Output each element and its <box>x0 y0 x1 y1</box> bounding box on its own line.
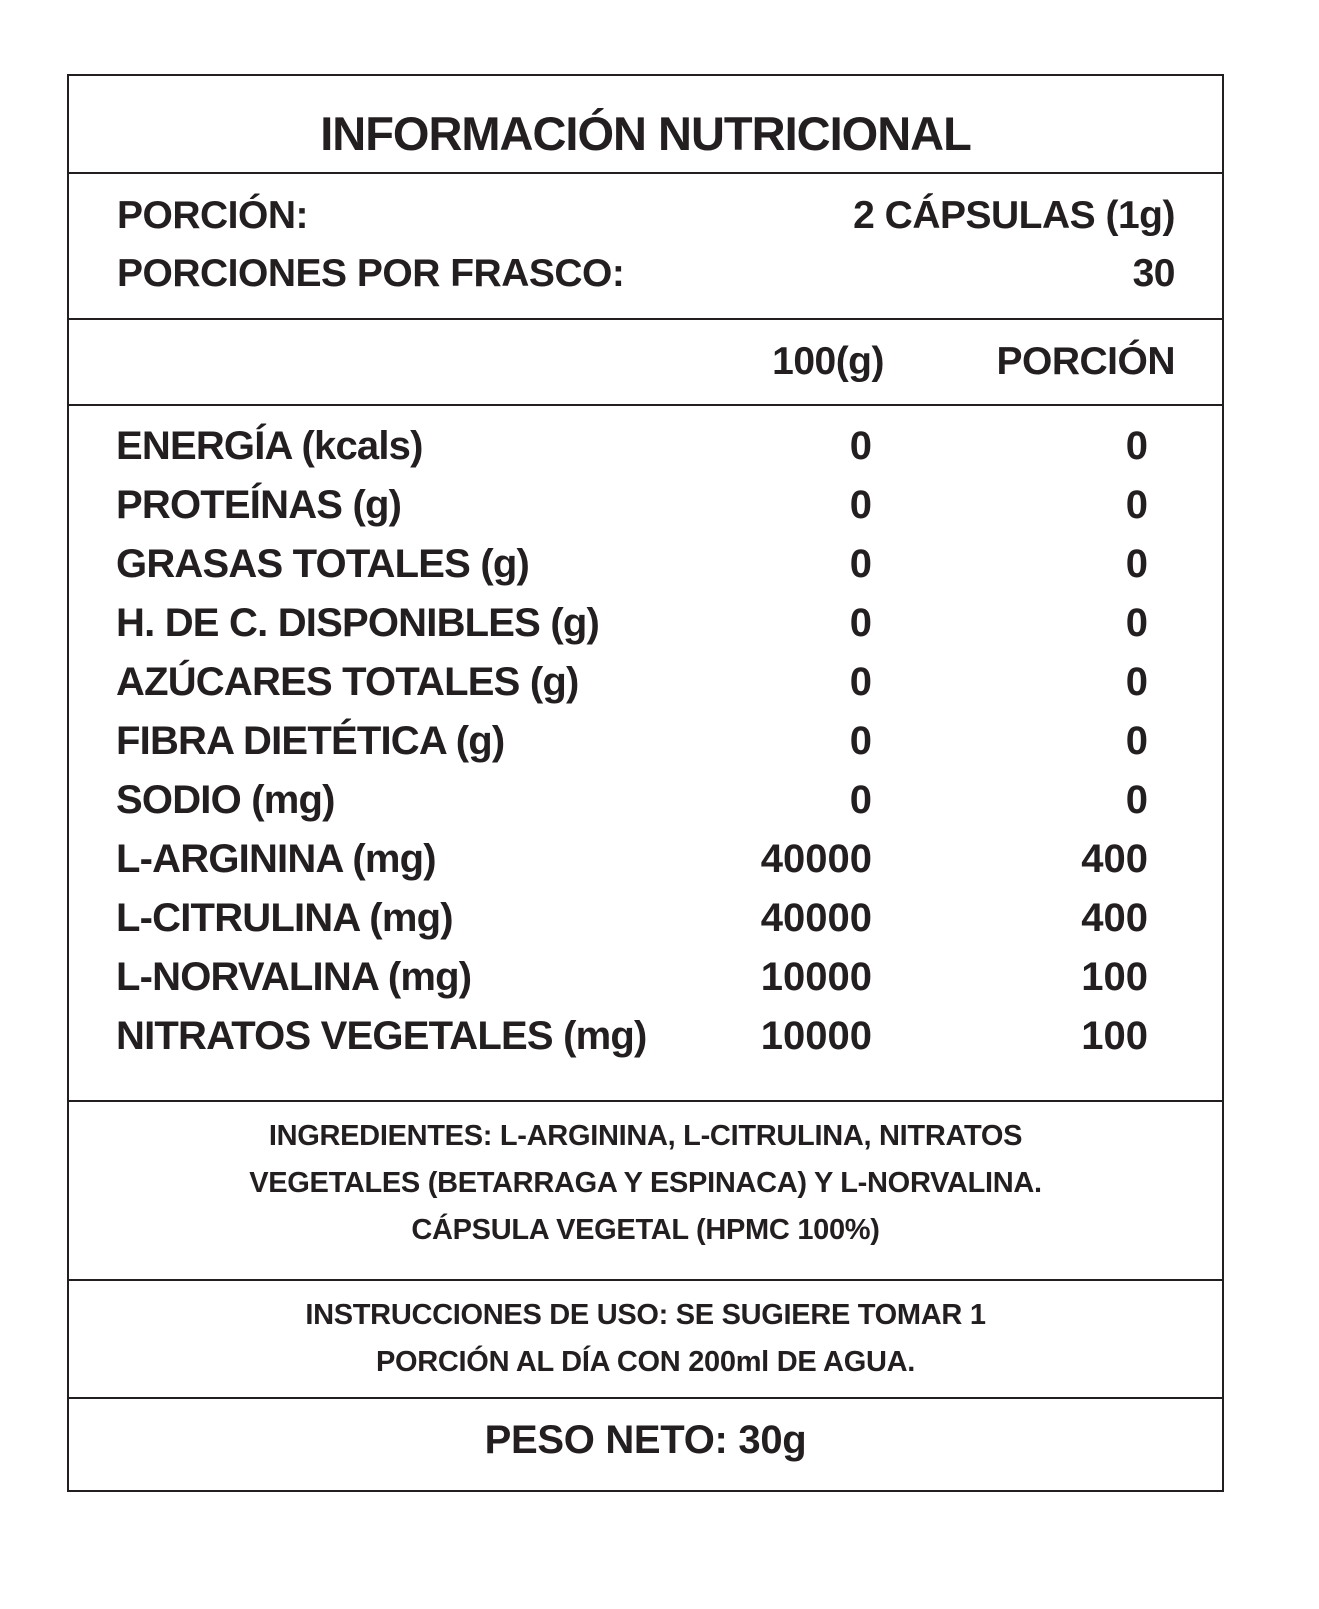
column-header-portion: PORCIÓN <box>996 340 1175 383</box>
nutrient-per-portion: 0 <box>1125 542 1148 586</box>
divider <box>69 318 1222 320</box>
nutrient-row: PROTEÍNAS (g) 0 0 <box>69 483 1222 542</box>
nutrient-per-portion: 0 <box>1125 778 1148 822</box>
divider <box>69 1397 1222 1399</box>
nutrient-row: L-ARGININA (mg) 40000 400 <box>69 837 1222 896</box>
column-header-100g: 100(g) <box>772 340 884 383</box>
nutrient-per-100g: 40000 <box>760 896 872 940</box>
nutrient-row: NITRATOS VEGETALES (mg) 10000 100 <box>69 1014 1222 1073</box>
table-title: INFORMACIÓN NUTRICIONAL <box>320 107 972 160</box>
nutrient-row: GRASAS TOTALES (g) 0 0 <box>69 542 1222 601</box>
nutrient-row: FIBRA DIETÉTICA (g) 0 0 <box>69 719 1222 778</box>
divider <box>69 1100 1222 1102</box>
nutrient-per-portion: 400 <box>1081 896 1148 940</box>
nutrient-per-100g: 0 <box>849 601 872 645</box>
nutrient-per-portion: 100 <box>1081 955 1148 999</box>
servings-value: 30 <box>1132 252 1176 295</box>
nutrient-row: H. DE C. DISPONIBLES (g) 0 0 <box>69 601 1222 660</box>
portion-value: 2 CÁPSULAS (1g) <box>853 194 1175 237</box>
nutrition-facts-table: INFORMACIÓN NUTRICIONAL PORCIÓN: 2 CÁPSU… <box>67 74 1224 1492</box>
nutrient-per-portion: 0 <box>1125 719 1148 763</box>
nutrient-per-100g: 10000 <box>760 1014 872 1058</box>
nutrient-per-100g: 0 <box>849 778 872 822</box>
nutrient-per-100g: 0 <box>849 483 872 527</box>
nutrient-per-100g: 0 <box>849 660 872 704</box>
nutrient-name: H. DE C. DISPONIBLES (g) <box>116 601 600 645</box>
nutrient-per-portion: 0 <box>1125 424 1148 468</box>
instructions-line-2: PORCIÓN AL DÍA CON 200ml DE AGUA. <box>375 1346 916 1378</box>
nutrient-per-100g: 0 <box>849 719 872 763</box>
nutrient-per-100g: 0 <box>849 542 872 586</box>
ingredients-line-1: INGREDIENTES: L-ARGININA, L-CITRULINA, N… <box>268 1120 1023 1152</box>
instructions-line-1: INSTRUCCIONES DE USO: SE SUGIERE TOMAR 1 <box>305 1299 986 1331</box>
nutrient-name: L-NORVALINA (mg) <box>116 955 472 999</box>
nutrient-row: ENERGÍA (kcals) 0 0 <box>69 424 1222 483</box>
ingredients-line-2: VEGETALES (BETARRAGA Y ESPINACA) Y L-NOR… <box>249 1167 1042 1199</box>
nutrient-name: GRASAS TOTALES (g) <box>116 542 530 586</box>
nutrient-row: L-NORVALINA (mg) 10000 100 <box>69 955 1222 1014</box>
nutrient-per-portion: 100 <box>1081 1014 1148 1058</box>
nutrient-name: PROTEÍNAS (g) <box>116 483 402 527</box>
nutrient-per-portion: 400 <box>1081 837 1148 881</box>
net-weight: PESO NETO: 30g <box>484 1418 807 1462</box>
nutrient-name: ENERGÍA (kcals) <box>116 424 423 468</box>
divider <box>69 172 1222 174</box>
nutrient-name: FIBRA DIETÉTICA (g) <box>116 719 505 763</box>
nutrient-row: L-CITRULINA (mg) 40000 400 <box>69 896 1222 955</box>
nutrient-row: SODIO (mg) 0 0 <box>69 778 1222 837</box>
portion-label: PORCIÓN: <box>117 194 309 237</box>
divider <box>69 404 1222 406</box>
nutrient-name: L-CITRULINA (mg) <box>116 896 454 940</box>
nutrient-per-100g: 0 <box>849 424 872 468</box>
nutrient-row: AZÚCARES TOTALES (g) 0 0 <box>69 660 1222 719</box>
nutrient-per-portion: 0 <box>1125 660 1148 704</box>
divider <box>69 1279 1222 1281</box>
nutrient-per-portion: 0 <box>1125 483 1148 527</box>
servings-label: PORCIONES POR FRASCO: <box>117 252 625 295</box>
nutrient-per-100g: 40000 <box>760 837 872 881</box>
nutrient-per-portion: 0 <box>1125 601 1148 645</box>
nutrient-name: AZÚCARES TOTALES (g) <box>116 660 579 704</box>
ingredients-line-3: CÁPSULA VEGETAL (HPMC 100%) <box>411 1214 880 1246</box>
nutrient-per-100g: 10000 <box>760 955 872 999</box>
nutrient-name: NITRATOS VEGETALES (mg) <box>116 1014 647 1058</box>
nutrient-name: SODIO (mg) <box>116 778 335 822</box>
nutrient-name: L-ARGININA (mg) <box>116 837 437 881</box>
